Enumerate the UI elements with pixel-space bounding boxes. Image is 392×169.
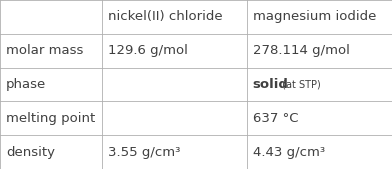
Text: solid: solid <box>253 78 289 91</box>
Text: nickel(II) chloride: nickel(II) chloride <box>108 10 222 23</box>
Text: phase: phase <box>6 78 46 91</box>
Text: 278.114 g/mol: 278.114 g/mol <box>253 44 350 57</box>
Text: 4.43 g/cm³: 4.43 g/cm³ <box>253 146 325 159</box>
Text: molar mass: molar mass <box>6 44 83 57</box>
Text: density: density <box>6 146 55 159</box>
Text: 3.55 g/cm³: 3.55 g/cm³ <box>108 146 180 159</box>
Text: melting point: melting point <box>6 112 95 125</box>
Text: (at STP): (at STP) <box>279 79 321 90</box>
Text: 129.6 g/mol: 129.6 g/mol <box>108 44 188 57</box>
Text: magnesium iodide: magnesium iodide <box>253 10 376 23</box>
Text: 637 °C: 637 °C <box>253 112 298 125</box>
